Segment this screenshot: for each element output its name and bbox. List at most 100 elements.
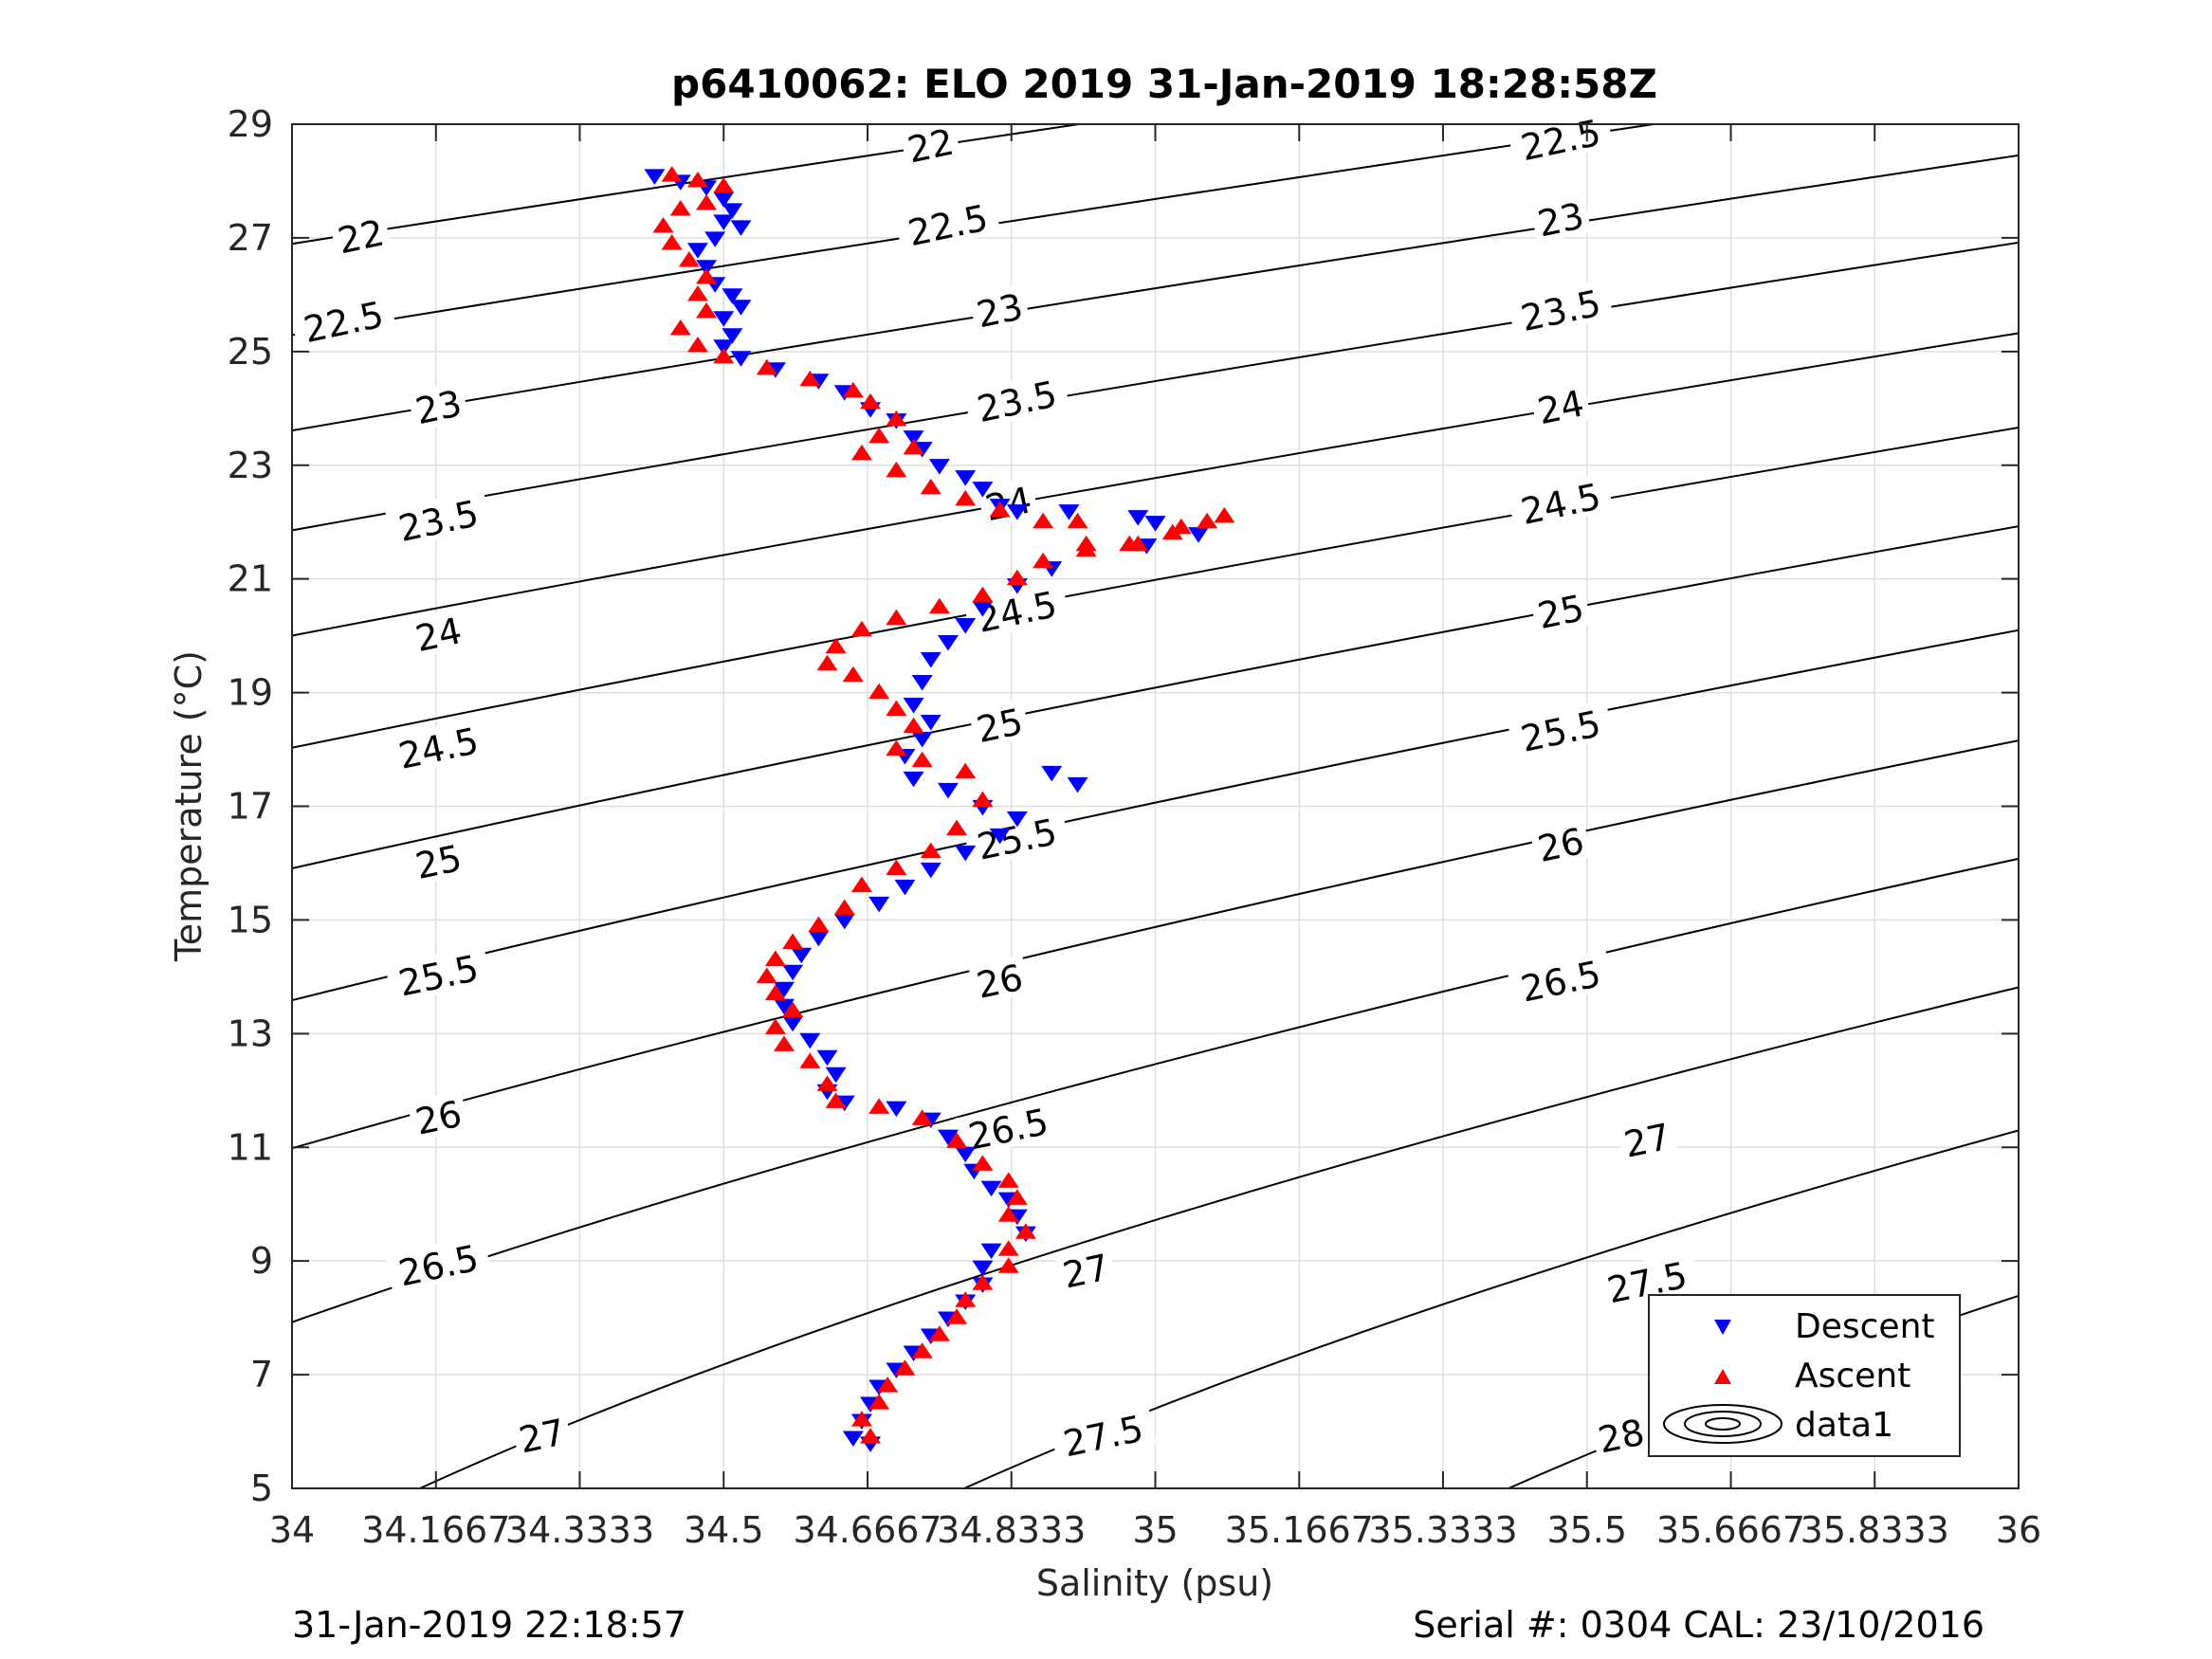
contour-label-text: 26: [411, 1093, 465, 1143]
descent-point: [644, 169, 666, 185]
x-tick-label: 34.1667: [361, 1509, 510, 1551]
ascent-point: [972, 586, 994, 603]
ascent-point: [886, 609, 907, 626]
contour-label: 23: [968, 283, 1031, 336]
ascent-point: [764, 950, 786, 966]
contour-label-background: [384, 943, 492, 1005]
descent-point: [833, 913, 855, 930]
contour-label-background: [899, 118, 961, 170]
legend-box: [1648, 1294, 1961, 1457]
y-tick-label: 11: [228, 1126, 273, 1168]
chart-title: p6410062: ELO 2019 31-Jan-2019 18:28:58Z: [671, 61, 1657, 107]
ascent-point: [652, 217, 674, 233]
ascent-point: [946, 1308, 968, 1324]
isopycnal-line: [292, 629, 2019, 1002]
contour-label-background: [954, 1097, 1062, 1158]
ascent-point: [972, 1274, 994, 1290]
x-tick-label: 35.6667: [1656, 1509, 1805, 1551]
x-tick-label: 34: [269, 1509, 315, 1551]
ascent-point: [825, 637, 847, 654]
descent-point: [730, 351, 752, 367]
descent-point: [1058, 504, 1080, 520]
ascent-point: [868, 683, 890, 700]
ascent-point: [955, 1291, 977, 1307]
descent-point: [980, 1243, 1002, 1260]
contour-label-background: [1507, 700, 1615, 760]
y-tick-label: 19: [228, 672, 273, 714]
ascent-series: [652, 166, 1235, 1444]
legend[interactable]: Descent Ascent data1: [1648, 1294, 1961, 1457]
isopycnal-line: [292, 857, 2019, 1323]
contour-label-background: [962, 580, 1070, 641]
contour-label-text: 23: [973, 285, 1026, 336]
contour-label-text: 25: [1534, 587, 1587, 637]
ascent-point: [1075, 540, 1097, 557]
contour-label-background: [510, 1409, 574, 1460]
ascent-point: [911, 1109, 933, 1125]
contour-label-background: [1616, 1113, 1678, 1164]
descent-point: [713, 214, 735, 230]
descent-point: [686, 243, 708, 259]
descent-point: [713, 311, 735, 327]
descent-point: [713, 339, 735, 356]
ascent-point: [1033, 512, 1054, 529]
contour-label-text: 25: [973, 701, 1026, 751]
contour-label-text: 28: [1595, 1412, 1648, 1462]
contour-label: 23: [1529, 192, 1592, 245]
contour-label-background: [894, 193, 1001, 254]
ascent-point: [886, 461, 907, 478]
descent-point: [972, 601, 994, 617]
ascent-point: [799, 370, 821, 387]
ascent-point: [816, 1075, 838, 1091]
descent-point: [782, 1015, 804, 1032]
ascent-point: [661, 166, 683, 182]
contour-label-background: [962, 370, 1070, 430]
contour-label: 23: [407, 380, 469, 432]
descent-point: [722, 203, 743, 219]
contour-label-background: [329, 210, 392, 261]
ascent-point: [825, 1092, 847, 1108]
y-tick-label: 25: [228, 331, 273, 373]
ascent-point: [669, 319, 691, 336]
descent-point: [773, 981, 795, 998]
y-tick-label: 5: [250, 1468, 273, 1509]
y-tick-label: 15: [228, 899, 273, 940]
x-tick-label: 35.3333: [1368, 1509, 1517, 1551]
ascent-point: [833, 899, 855, 916]
descent-point: [713, 191, 735, 208]
contour-label-background: [384, 489, 492, 550]
descent-point: [972, 482, 994, 498]
contour-label: 26: [1529, 817, 1592, 870]
ascent-point: [997, 1172, 1019, 1188]
ascent-point: [997, 1257, 1019, 1273]
ascent-point: [1015, 1223, 1036, 1239]
descent-point: [722, 288, 743, 304]
contour-label: 25: [407, 834, 469, 887]
descent-point: [825, 1066, 847, 1084]
ascent-point: [850, 444, 872, 461]
ascent-point: [1170, 518, 1192, 535]
contour-label: 27: [1054, 1244, 1117, 1297]
contour-label: 22: [899, 118, 961, 172]
contour-label-background: [962, 807, 1070, 868]
contour-label-background: [1589, 1409, 1653, 1460]
contour-label-background: [1529, 192, 1592, 244]
x-tick-label: 36: [1996, 1509, 2041, 1551]
contour-label-text: 23: [411, 382, 465, 432]
ascent-point: [1006, 1189, 1028, 1205]
ascent-point: [920, 842, 941, 859]
y-tick-label: 23: [228, 445, 273, 486]
descent-point: [773, 998, 795, 1015]
ascent-point: [928, 1325, 950, 1341]
legend-label-descent: Descent: [1795, 1307, 1935, 1346]
descent-point: [722, 328, 743, 344]
descent-point: [886, 1101, 907, 1118]
ascent-point: [886, 410, 907, 427]
ascent-legend-marker: [1714, 1369, 1731, 1384]
contour-label: 27: [1616, 1113, 1678, 1166]
ascent-point: [808, 916, 830, 933]
descent-point: [903, 771, 924, 788]
isopycnal-line: [292, 739, 2019, 1150]
